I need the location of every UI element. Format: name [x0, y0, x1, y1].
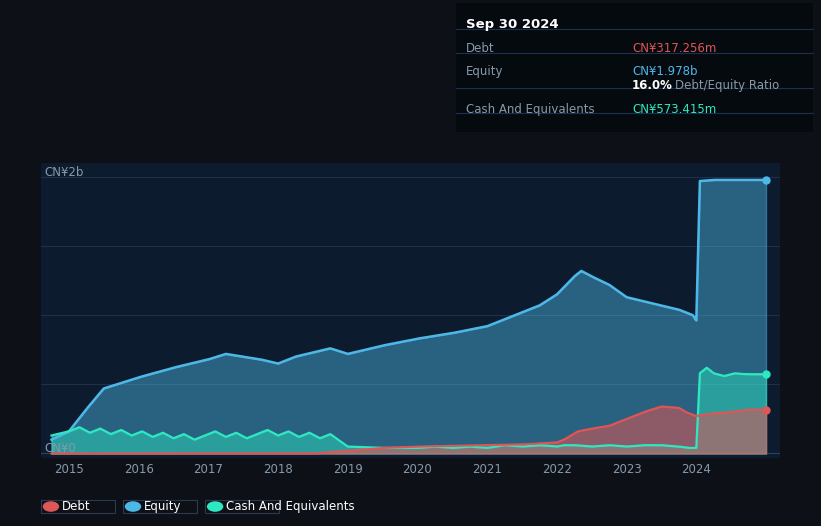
Text: CN¥2b: CN¥2b — [45, 166, 84, 179]
Text: Debt: Debt — [466, 42, 494, 55]
Text: CN¥317.256m: CN¥317.256m — [632, 42, 717, 55]
Text: CN¥573.415m: CN¥573.415m — [632, 103, 717, 116]
Text: Equity: Equity — [144, 500, 181, 513]
Text: CN¥0: CN¥0 — [45, 442, 76, 454]
Text: Equity: Equity — [466, 65, 503, 78]
Text: CN¥1.978b: CN¥1.978b — [632, 65, 698, 78]
Text: Cash And Equivalents: Cash And Equivalents — [226, 500, 355, 513]
Text: Sep 30 2024: Sep 30 2024 — [466, 18, 558, 32]
Text: Debt: Debt — [62, 500, 90, 513]
Text: Cash And Equivalents: Cash And Equivalents — [466, 103, 594, 116]
Text: Debt/Equity Ratio: Debt/Equity Ratio — [675, 79, 779, 92]
Text: 16.0%: 16.0% — [632, 79, 673, 92]
